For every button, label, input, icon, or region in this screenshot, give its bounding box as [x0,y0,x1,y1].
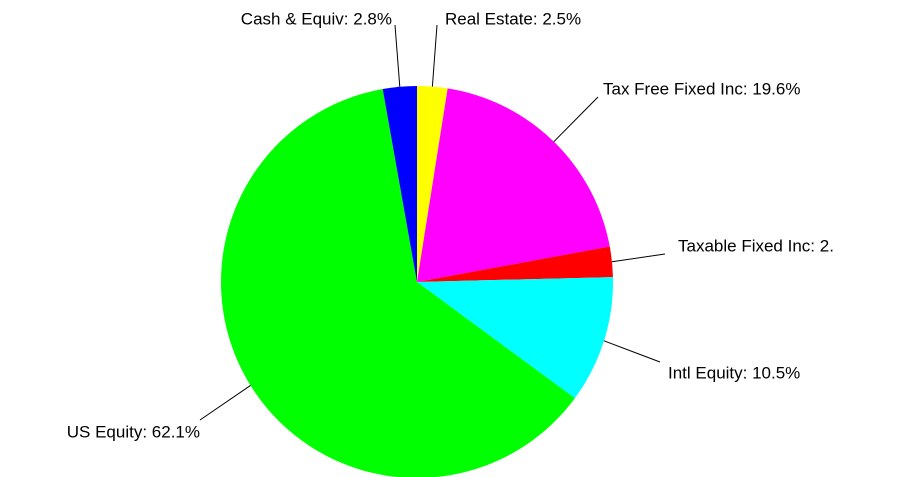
leader-line [611,253,666,263]
pie-slice [417,88,610,282]
slice-label: Real Estate: 2.5% [445,9,581,28]
pie-slice [417,277,613,399]
leader-line [431,24,438,87]
pie-slice [382,86,417,282]
leader-line [199,385,251,421]
leader-line [394,24,401,87]
slice-label: Tax Free Fixed Inc: 19.6% [603,79,800,98]
slice-label: US Equity: 62.1% [67,422,200,441]
slice-label: Cash & Equiv: 2.8% [241,9,392,28]
pie-slice [417,86,448,282]
leader-line [553,96,599,143]
slice-label: Taxable Fixed Inc: 2. [678,236,834,255]
leader-line [603,340,661,363]
slice-label: Intl Equity: 10.5% [668,363,800,382]
pie-slice [221,89,575,477]
pie-slice [417,246,613,282]
